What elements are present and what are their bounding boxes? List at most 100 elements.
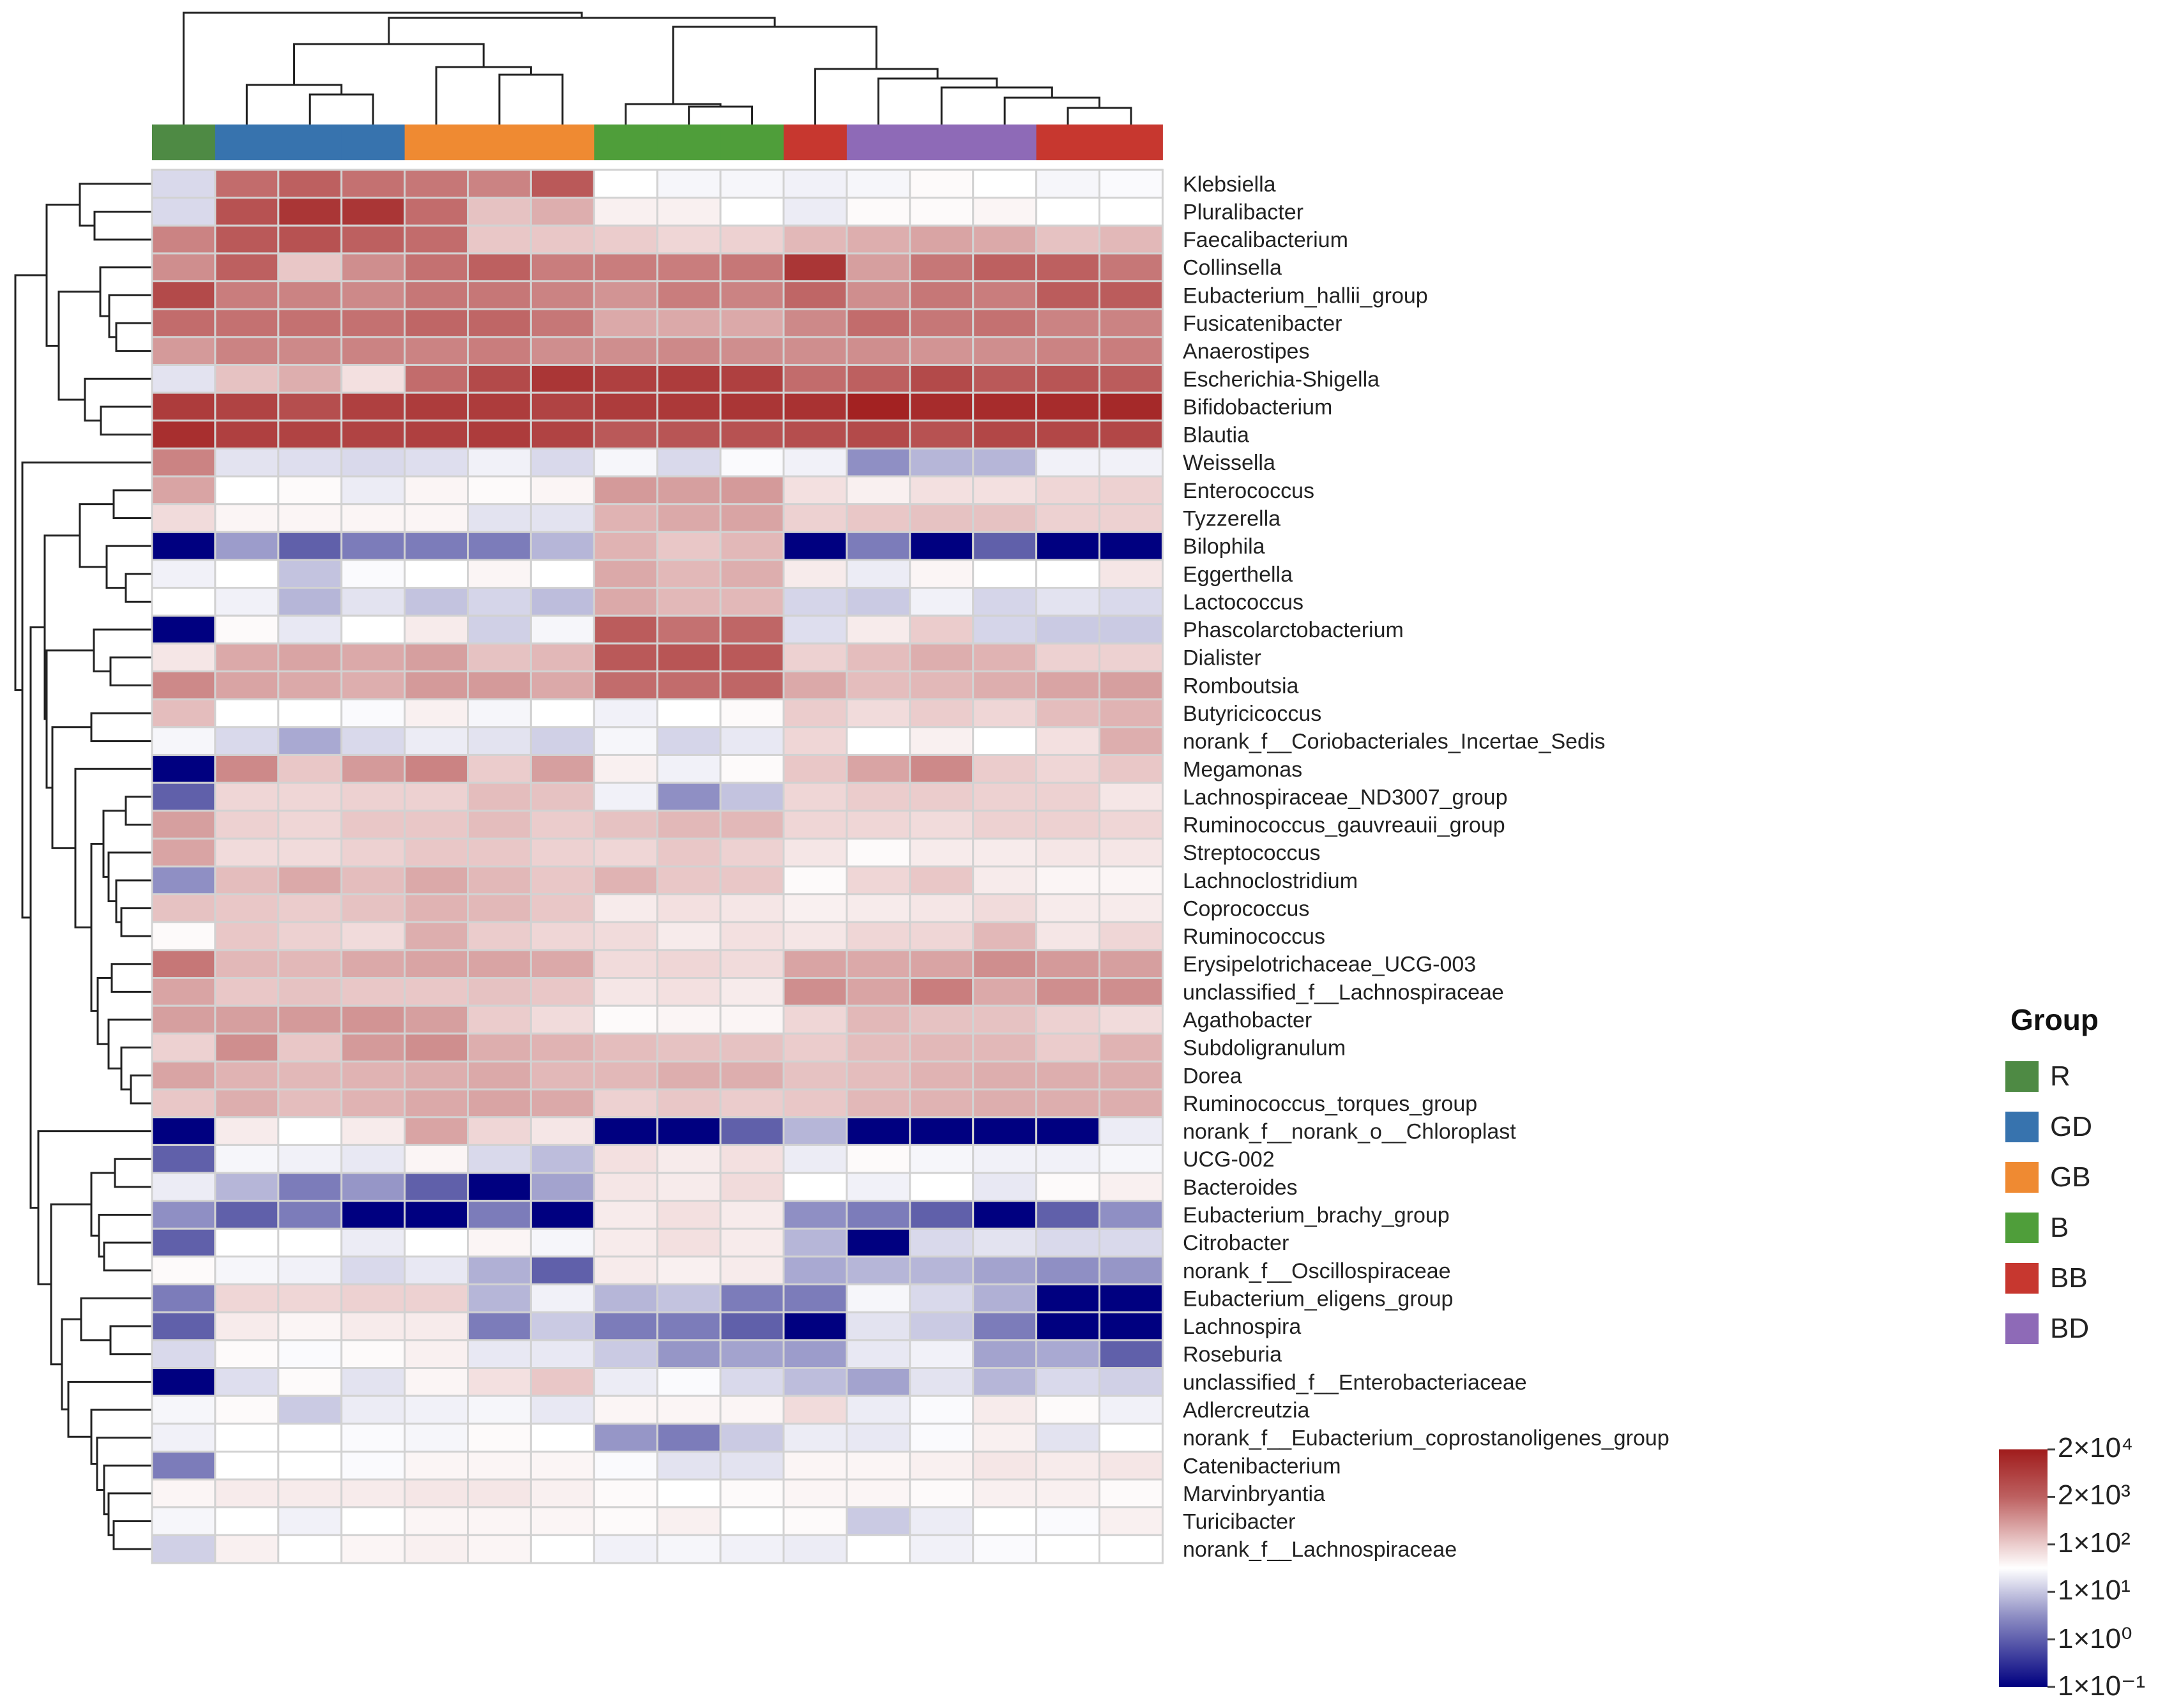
heatmap-cell <box>529 921 595 951</box>
heatmap-cell <box>277 698 343 729</box>
heatmap-cell <box>656 1283 722 1313</box>
legend-swatch <box>2005 1262 2039 1294</box>
row-label: Marvinbryantia <box>1183 1482 1325 1506</box>
heatmap-cell <box>467 391 532 422</box>
legend-label: BD <box>2050 1312 2090 1344</box>
heatmap-cell <box>593 447 658 478</box>
heatmap-cell <box>593 1255 658 1286</box>
heatmap-cell <box>151 224 217 255</box>
dendrogram-branch <box>61 1318 81 1410</box>
heatmap-cell <box>404 782 469 812</box>
heatmap-cell <box>846 1423 911 1453</box>
heatmap-cell <box>467 921 532 951</box>
heatmap-cell <box>656 865 722 896</box>
heatmap-cell <box>719 1060 785 1091</box>
heatmap-cell <box>467 1200 532 1230</box>
heatmap-cell <box>1035 1116 1100 1146</box>
heatmap-cell <box>1098 698 1164 729</box>
heatmap-cell <box>1035 837 1100 868</box>
heatmap-cell <box>467 1339 532 1370</box>
row-label: Turicibacter <box>1183 1510 1295 1534</box>
heatmap-cell <box>214 753 280 784</box>
heatmap-cell <box>151 1172 217 1202</box>
heatmap-cell <box>214 921 280 951</box>
heatmap-cell <box>656 587 722 617</box>
heatmap-cell <box>404 252 469 283</box>
heatmap-cell <box>529 1367 595 1397</box>
heatmap-cell <box>529 1255 595 1286</box>
heatmap-cell <box>909 475 975 506</box>
dendrogram-branch <box>90 1172 115 1237</box>
heatmap-cell <box>1098 531 1164 561</box>
heatmap-cell <box>593 949 658 979</box>
heatmap-cell <box>593 921 658 951</box>
heatmap-cell <box>972 1060 1038 1091</box>
dendrogram-branch <box>877 77 998 125</box>
heatmap-cell <box>909 252 975 283</box>
heatmap-cell <box>529 642 595 673</box>
heatmap-cell <box>846 921 911 951</box>
dendrogram-branch <box>125 573 152 603</box>
heatmap-cell <box>404 1032 469 1062</box>
heatmap-cell <box>972 280 1038 310</box>
heatmap-cell <box>1035 698 1100 729</box>
heatmap-cell <box>340 670 406 700</box>
group-bar-cell-B <box>657 125 721 160</box>
heatmap-cell <box>340 1478 406 1509</box>
heatmap-cell <box>1035 614 1100 645</box>
heatmap-cell <box>151 1088 217 1119</box>
heatmap-cell <box>340 893 406 923</box>
heatmap-cell <box>277 837 343 868</box>
heatmap-cell <box>277 1478 343 1509</box>
heatmap-cell <box>846 363 911 394</box>
heatmap-cell <box>1098 336 1164 366</box>
row-label: Escherichia-Shigella <box>1183 367 1379 391</box>
colorbar-tick-label: 1×10⁻¹ <box>2058 1670 2145 1702</box>
heatmap-cell <box>404 614 469 645</box>
heatmap-cell <box>782 1394 848 1425</box>
heatmap-cell <box>214 893 280 923</box>
group-bar-cell-GB <box>531 125 595 160</box>
heatmap-cell <box>1098 1004 1164 1035</box>
heatmap-cell <box>340 1172 406 1202</box>
heatmap-cell <box>277 1423 343 1453</box>
heatmap-cell <box>214 837 280 868</box>
row-label: Subdoligranulum <box>1183 1036 1346 1061</box>
heatmap-cell <box>529 810 595 840</box>
heatmap-cell <box>1035 587 1100 617</box>
heatmap-cell <box>782 670 848 700</box>
heatmap-cell <box>593 614 658 645</box>
heatmap-cell <box>277 1255 343 1286</box>
heatmap-cell <box>467 419 532 450</box>
heatmap-cell <box>467 1060 532 1091</box>
heatmap-cell <box>656 1311 722 1341</box>
heatmap-cell <box>972 1450 1038 1481</box>
heatmap-cell <box>1035 782 1100 812</box>
heatmap-cell <box>593 1534 658 1564</box>
dendrogram-branch <box>43 534 80 720</box>
heatmap-cell <box>151 1478 217 1509</box>
dendrogram-branch <box>114 1158 152 1188</box>
heatmap-cell <box>972 1227 1038 1258</box>
row-label: Streptococcus <box>1183 841 1320 865</box>
heatmap-cell <box>1098 1311 1164 1341</box>
heatmap-cell <box>782 865 848 896</box>
heatmap-cell <box>277 810 343 840</box>
heatmap-cell <box>277 1088 343 1119</box>
legend-swatch <box>2005 1161 2039 1193</box>
heatmap-cell <box>277 1172 343 1202</box>
heatmap-cell <box>593 893 658 923</box>
heatmap-cell <box>404 1004 469 1035</box>
heatmap-cell <box>909 1172 975 1202</box>
group-bar-cell-GB <box>404 125 468 160</box>
heatmap-cell <box>404 1283 469 1313</box>
heatmap-cell <box>909 1450 975 1481</box>
heatmap-cell <box>214 1088 280 1119</box>
heatmap-cell <box>1098 503 1164 533</box>
heatmap-cell <box>214 1367 280 1397</box>
dendrogram-branch <box>120 907 152 937</box>
heatmap-cell <box>1035 280 1100 310</box>
heatmap-cell <box>467 559 532 589</box>
heatmap-cell <box>719 280 785 310</box>
heatmap-cell <box>593 1339 658 1370</box>
